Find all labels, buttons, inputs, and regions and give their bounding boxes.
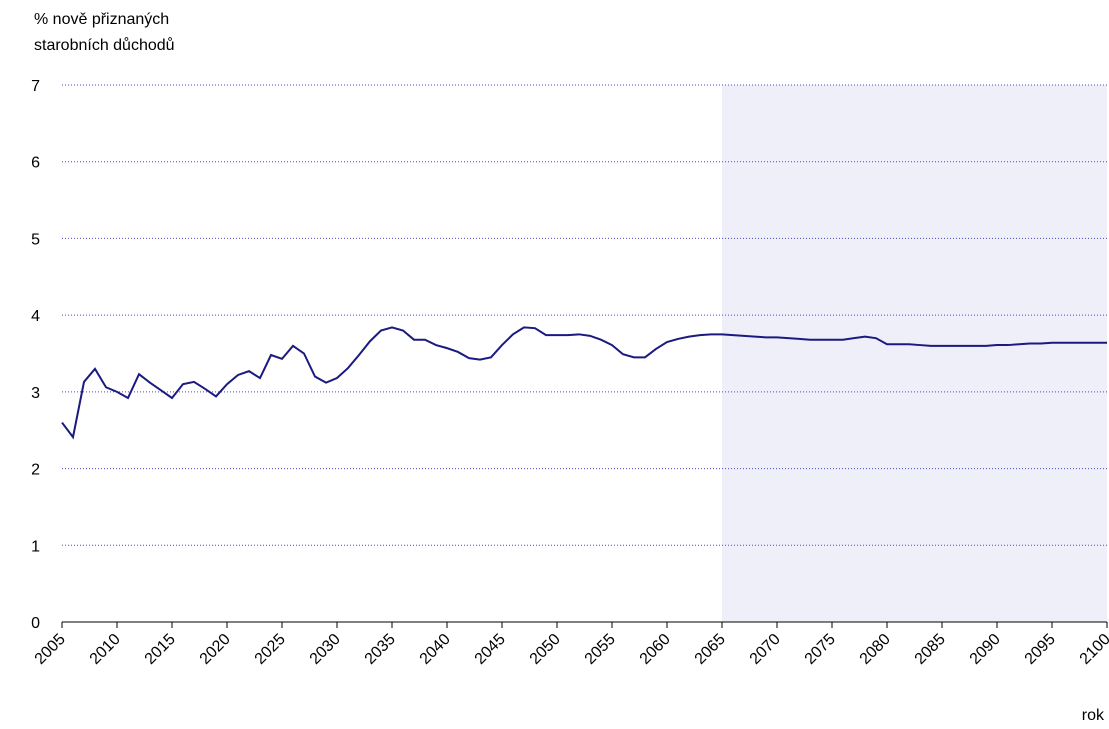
x-tick-label: 2085 — [912, 631, 949, 668]
y-axis-label: % nově přiznaných — [34, 11, 169, 28]
x-tick-label: 2035 — [362, 631, 399, 668]
y-tick-label: 0 — [31, 615, 40, 632]
y-tick-label: 4 — [31, 308, 40, 325]
x-tick-label: 2090 — [967, 631, 1004, 668]
y-tick-label: 3 — [31, 385, 40, 402]
y-tick-label: 5 — [31, 231, 40, 248]
forecast-region — [722, 85, 1107, 622]
x-axis-label: rok — [1082, 707, 1105, 724]
x-tick-label: 2080 — [857, 631, 894, 668]
y-tick-label: 6 — [31, 155, 40, 172]
x-tick-label: 2005 — [32, 631, 69, 668]
x-tick-label: 2065 — [692, 631, 729, 668]
x-tick-label: 2050 — [527, 631, 564, 668]
x-tick-label: 2015 — [142, 631, 179, 668]
x-tick-label: 2055 — [582, 631, 619, 668]
x-tick-label: 2100 — [1077, 631, 1109, 668]
data-line — [61, 326, 1107, 440]
y-tick-label: 7 — [31, 78, 40, 95]
x-tick-label: 2095 — [1022, 631, 1059, 668]
x-tick-label: 2070 — [747, 631, 784, 668]
x-tick-label: 2030 — [307, 631, 344, 668]
x-tick-label: 2060 — [637, 631, 674, 668]
y-axis-label: starobních důchodů — [34, 36, 175, 54]
x-tick-label: 2020 — [197, 631, 234, 668]
x-tick-label: 2010 — [87, 631, 124, 668]
x-tick-label: 2040 — [417, 631, 454, 668]
x-tick-label: 2045 — [472, 631, 509, 668]
y-tick-label: 1 — [31, 538, 40, 555]
x-tick-label: 2075 — [802, 631, 839, 668]
y-tick-label: 2 — [31, 462, 40, 479]
x-tick-label: 2025 — [252, 631, 289, 668]
